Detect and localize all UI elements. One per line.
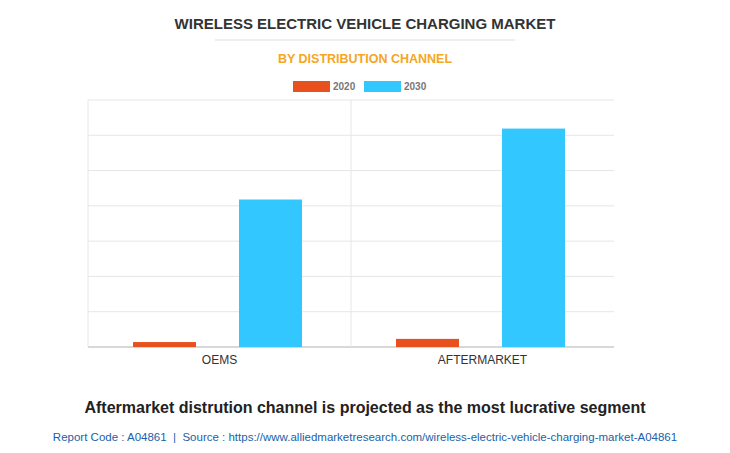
subtitle: BY DISTRIBUTION CHANNEL <box>278 52 452 66</box>
x-tick-label: AFTERMARKET <box>438 353 528 367</box>
chart: WIRELESS ELECTRIC VEHICLE CHARGING MARKE… <box>0 0 730 453</box>
title: WIRELESS ELECTRIC VEHICLE CHARGING MARKE… <box>175 15 556 32</box>
bars <box>133 129 565 347</box>
y-axis-line <box>88 100 89 347</box>
legend-swatch <box>293 81 330 92</box>
title-rule <box>215 40 515 41</box>
category-divider <box>351 100 352 347</box>
caption: Aftermarket distrution channel is projec… <box>84 399 646 416</box>
legend-label: 2020 <box>333 81 356 92</box>
x-tick-label: OEMS <box>202 353 237 367</box>
bar <box>502 129 565 347</box>
bar <box>239 200 302 347</box>
legend-swatch <box>364 81 401 92</box>
bar <box>133 342 196 347</box>
legend-label: 2030 <box>404 81 427 92</box>
source: Report Code : A04861 | Source : https://… <box>53 431 677 443</box>
bar <box>396 339 459 347</box>
